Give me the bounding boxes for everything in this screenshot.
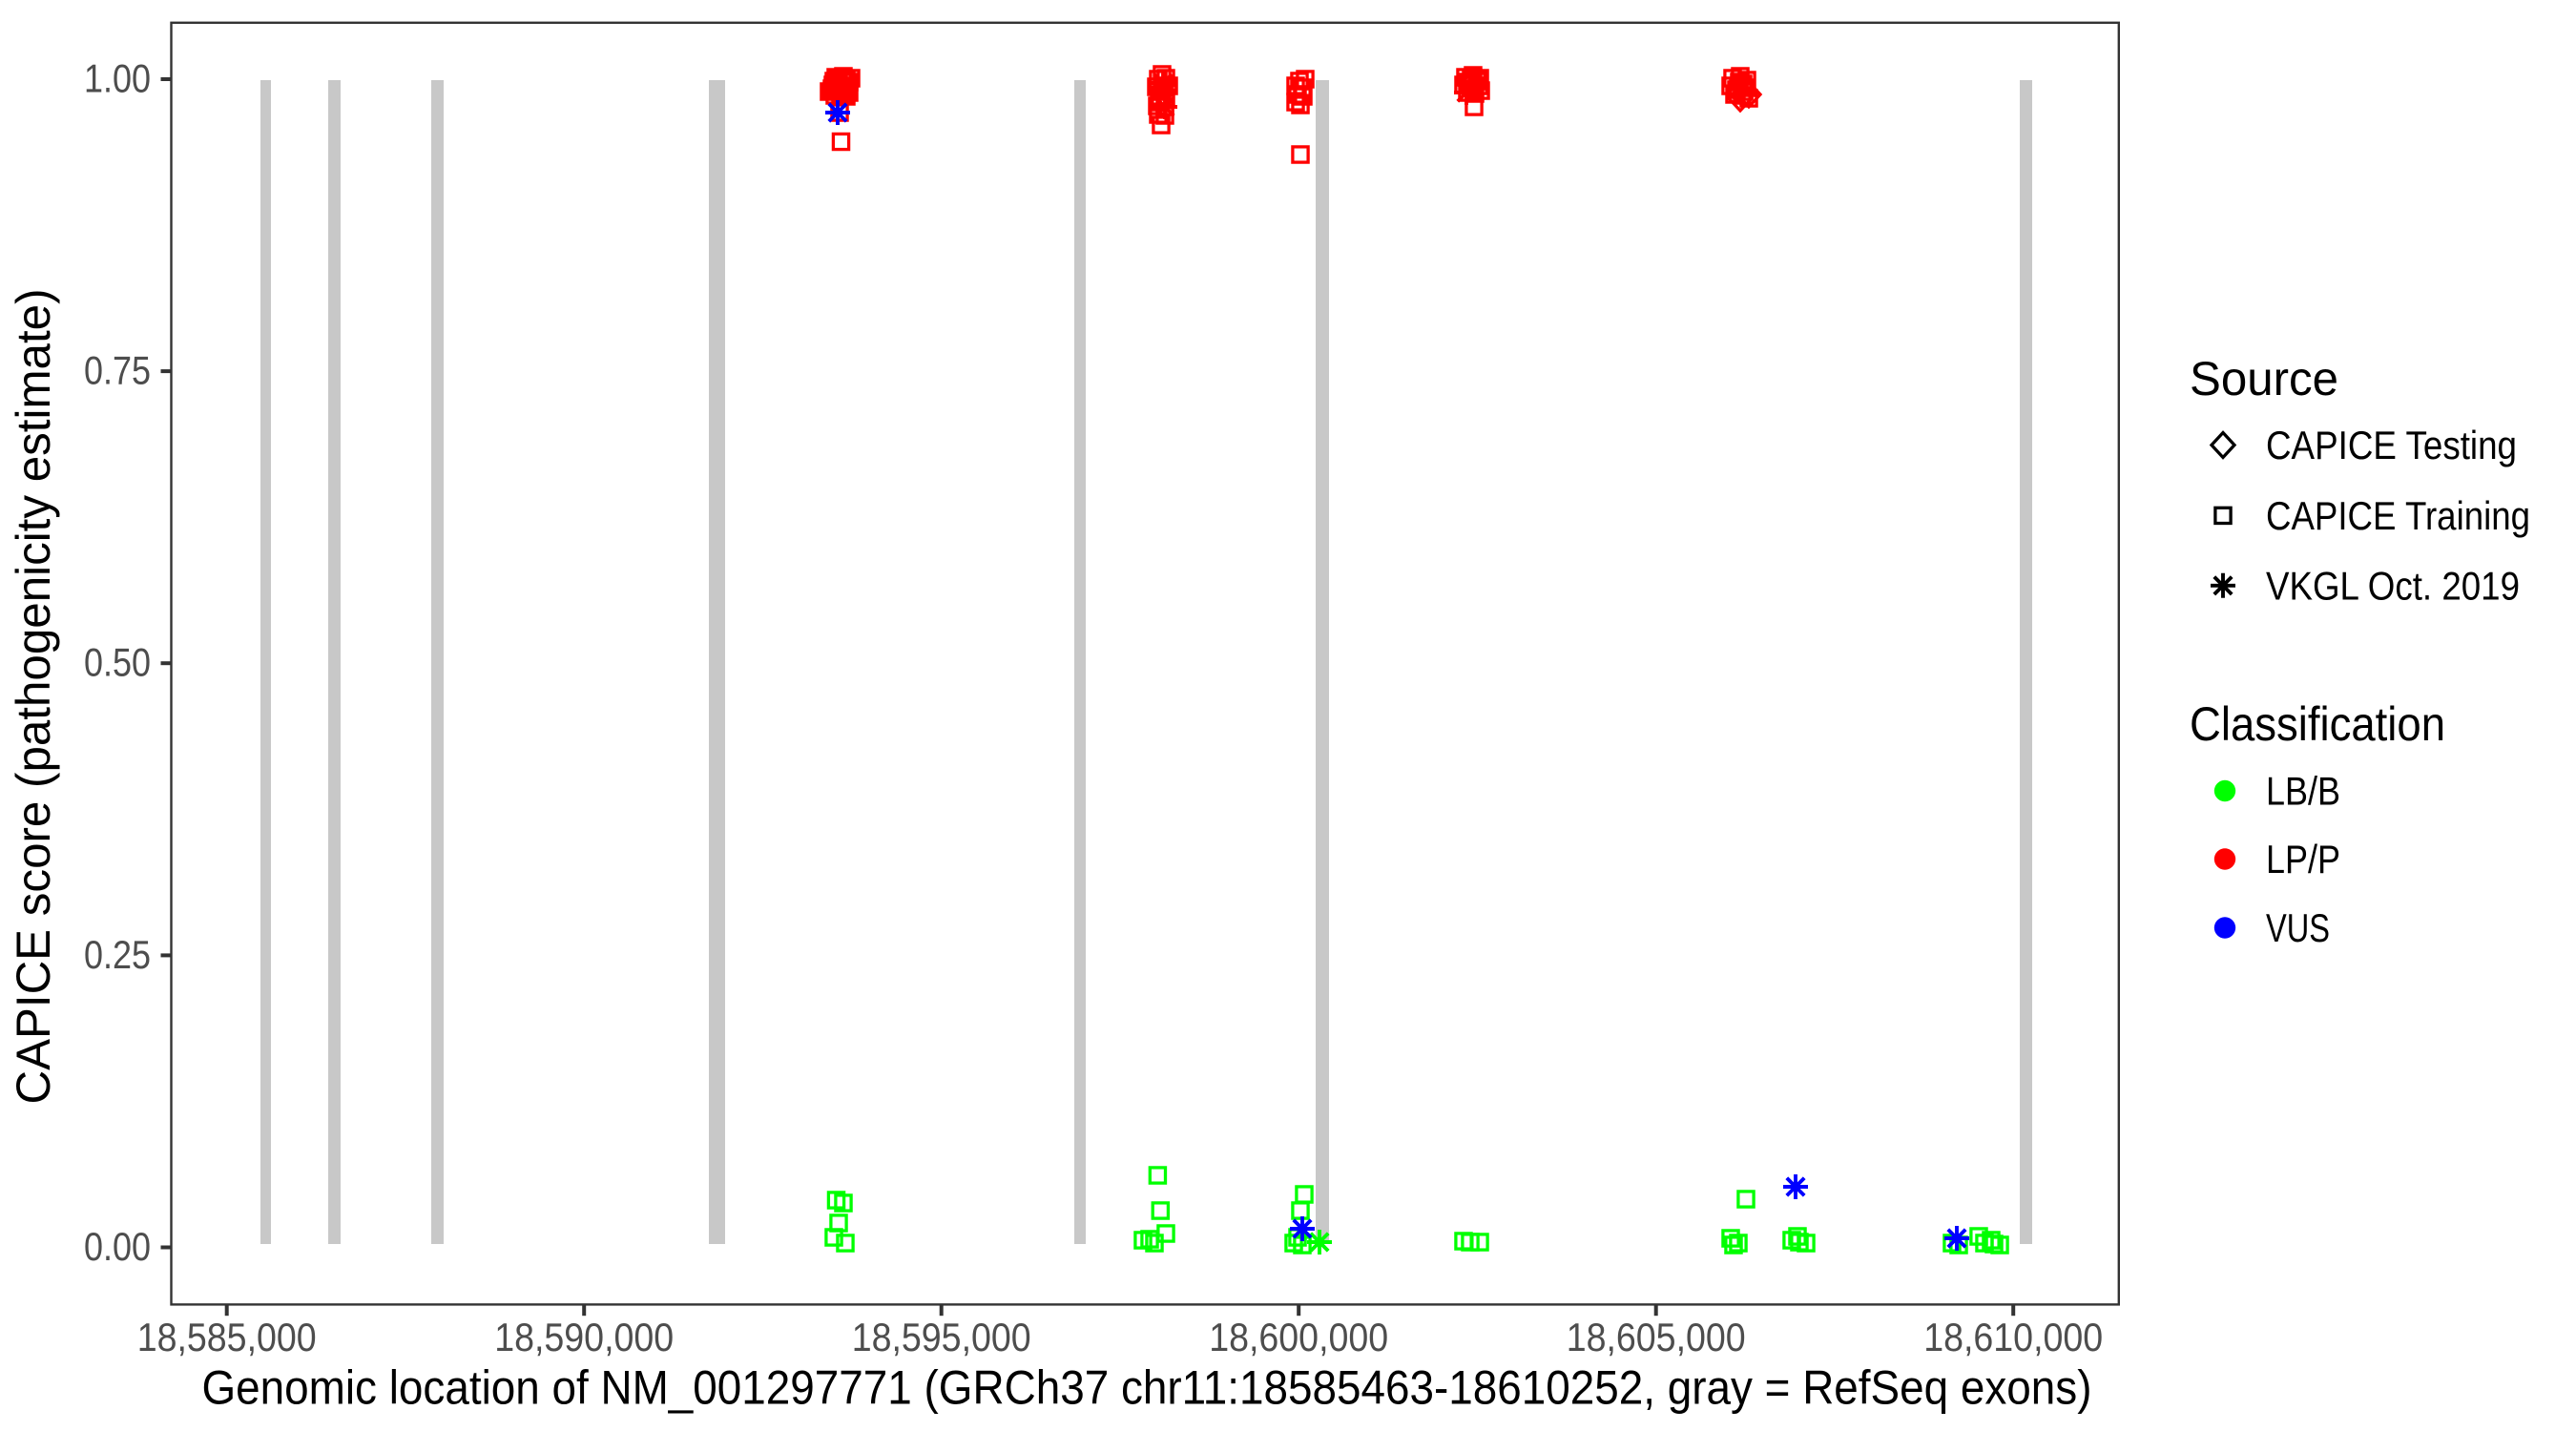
svg-text:VUS: VUS	[2266, 905, 2330, 950]
svg-text:CAPICE Testing: CAPICE Testing	[2266, 423, 2517, 467]
svg-text:18,590,000: 18,590,000	[494, 1315, 674, 1359]
svg-text:0.00: 0.00	[84, 1224, 151, 1269]
svg-text:Genomic location of NM_0012977: Genomic location of NM_001297771 (GRCh37…	[202, 1361, 2092, 1415]
svg-text:18,595,000: 18,595,000	[852, 1315, 1031, 1359]
svg-text:VKGL Oct. 2019: VKGL Oct. 2019	[2266, 563, 2520, 608]
svg-text:18,610,000: 18,610,000	[1923, 1315, 2103, 1359]
svg-text:1.00: 1.00	[84, 55, 151, 100]
svg-text:0.75: 0.75	[84, 348, 151, 393]
svg-text:18,585,000: 18,585,000	[137, 1315, 317, 1359]
svg-text:LB/B: LB/B	[2266, 769, 2340, 814]
svg-text:Classification: Classification	[2190, 697, 2445, 751]
svg-text:18,605,000: 18,605,000	[1567, 1315, 1746, 1359]
svg-text:0.50: 0.50	[84, 640, 151, 685]
svg-text:CAPICE score (pathogenicity es: CAPICE score (pathogenicity estimate)	[7, 289, 60, 1105]
svg-text:LP/P: LP/P	[2266, 837, 2340, 881]
svg-text:Source: Source	[2190, 352, 2338, 405]
svg-text:0.25: 0.25	[84, 932, 151, 977]
svg-text:CAPICE Training: CAPICE Training	[2266, 493, 2530, 538]
svg-text:18,600,000: 18,600,000	[1209, 1315, 1388, 1359]
